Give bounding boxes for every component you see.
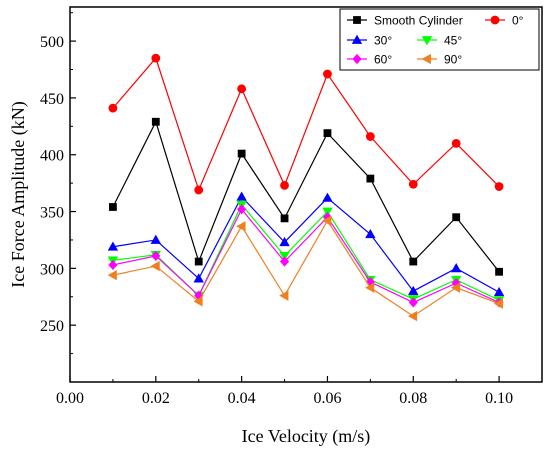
- series-line: [112, 56, 500, 192]
- data-point: [322, 215, 332, 226]
- data-point: [109, 203, 117, 211]
- data-point: [365, 132, 375, 141]
- plot-frame: [69, 6, 543, 383]
- legend-label: 45°: [444, 34, 462, 48]
- data-point: [236, 191, 247, 201]
- data-point: [322, 207, 333, 217]
- data-point: [322, 192, 333, 202]
- legend-box: [339, 8, 540, 71]
- series-3: [107, 200, 505, 306]
- series-line: [112, 203, 500, 301]
- data-point: [108, 259, 118, 271]
- data-point: [107, 269, 117, 281]
- data-point: [108, 103, 118, 113]
- data-point: [494, 182, 504, 191]
- data-point: [194, 257, 203, 266]
- legend-marker: [421, 36, 433, 46]
- data-point: [407, 310, 418, 322]
- x-tick-label: 0.08: [399, 390, 427, 407]
- legend-entry: Smooth Cylinder: [347, 14, 463, 28]
- series-line: [112, 208, 500, 304]
- data-point: [150, 260, 160, 272]
- legend-label: 30°: [374, 34, 392, 48]
- x-tick-label: 0.06: [313, 390, 341, 407]
- legend-label: 60°: [374, 53, 392, 67]
- data-point: [450, 282, 461, 293]
- data-point: [323, 69, 332, 79]
- legend-label: 90°: [444, 53, 462, 67]
- legend-marker: [352, 53, 362, 65]
- legend-marker: [421, 53, 431, 65]
- y-tick-label: 450: [40, 91, 64, 108]
- data-point: [279, 236, 290, 247]
- legend-entry: 60°: [347, 53, 392, 67]
- data-point: [193, 296, 203, 307]
- x-tick-label: 0.04: [228, 390, 256, 407]
- data-point: [495, 267, 503, 276]
- x-tick-label: 0.00: [56, 390, 84, 407]
- data-point: [493, 286, 505, 297]
- series-0: [109, 117, 503, 276]
- data-point: [408, 179, 418, 189]
- data-point: [237, 149, 246, 158]
- x-axis-title: Ice Velocity (m/s): [242, 426, 371, 447]
- data-point: [450, 263, 462, 273]
- legend: Smooth Cylinder 0° 30° 45° 60° 90°: [339, 8, 540, 71]
- series-layer: [107, 53, 505, 322]
- data-point: [279, 290, 289, 301]
- series-line: [112, 219, 500, 317]
- series-1: [108, 53, 504, 195]
- legend-label: 0°: [512, 14, 524, 28]
- data-point: [365, 228, 376, 239]
- data-point: [409, 257, 418, 266]
- legend-entry: 0°: [485, 14, 524, 28]
- x-axis: 0.00 0.02 0.04 0.06 0.08 0.10: [56, 376, 513, 407]
- x-tick-label: 0.10: [485, 390, 513, 407]
- data-point: [408, 285, 419, 295]
- x-tick-label: 0.02: [142, 390, 170, 407]
- y-tick-label: 250: [40, 318, 64, 335]
- data-point: [151, 53, 161, 63]
- legend-entry: 30°: [347, 34, 392, 48]
- legend-marker: [353, 16, 361, 24]
- series-line: [112, 120, 500, 273]
- y-tick-label: 300: [40, 261, 64, 278]
- legend-entry: 90°: [417, 53, 462, 67]
- legend-label: Smooth Cylinder: [374, 14, 463, 28]
- data-point: [107, 241, 119, 251]
- data-point: [280, 214, 289, 223]
- data-point: [236, 221, 246, 232]
- y-axis: 250 300 350 400 450 500: [40, 12, 76, 355]
- y-tick-label: 400: [40, 148, 64, 165]
- data-point: [193, 273, 204, 283]
- series-2: [107, 191, 505, 297]
- y-axis-title: Ice Force Amplitude (kN): [8, 101, 29, 287]
- data-point: [237, 204, 247, 215]
- series-line: [112, 195, 500, 293]
- data-point: [365, 282, 375, 293]
- legend-entry: 45°: [417, 34, 462, 48]
- data-point: [151, 117, 160, 126]
- legend-marker: [490, 15, 500, 25]
- data-point: [150, 234, 162, 244]
- y-tick-label: 350: [40, 205, 64, 222]
- data-point: [366, 174, 375, 183]
- data-point: [280, 256, 290, 267]
- data-point: [194, 185, 204, 195]
- data-point: [451, 138, 461, 148]
- data-point: [323, 129, 332, 138]
- data-point: [151, 250, 161, 261]
- series-5: [107, 215, 503, 322]
- legend-marker: [351, 34, 363, 44]
- y-tick-label: 500: [40, 34, 64, 51]
- data-point: [279, 251, 290, 262]
- data-point: [493, 298, 503, 309]
- data-point: [408, 297, 418, 308]
- data-point: [452, 213, 461, 222]
- data-point: [237, 84, 247, 94]
- data-point: [280, 181, 289, 190]
